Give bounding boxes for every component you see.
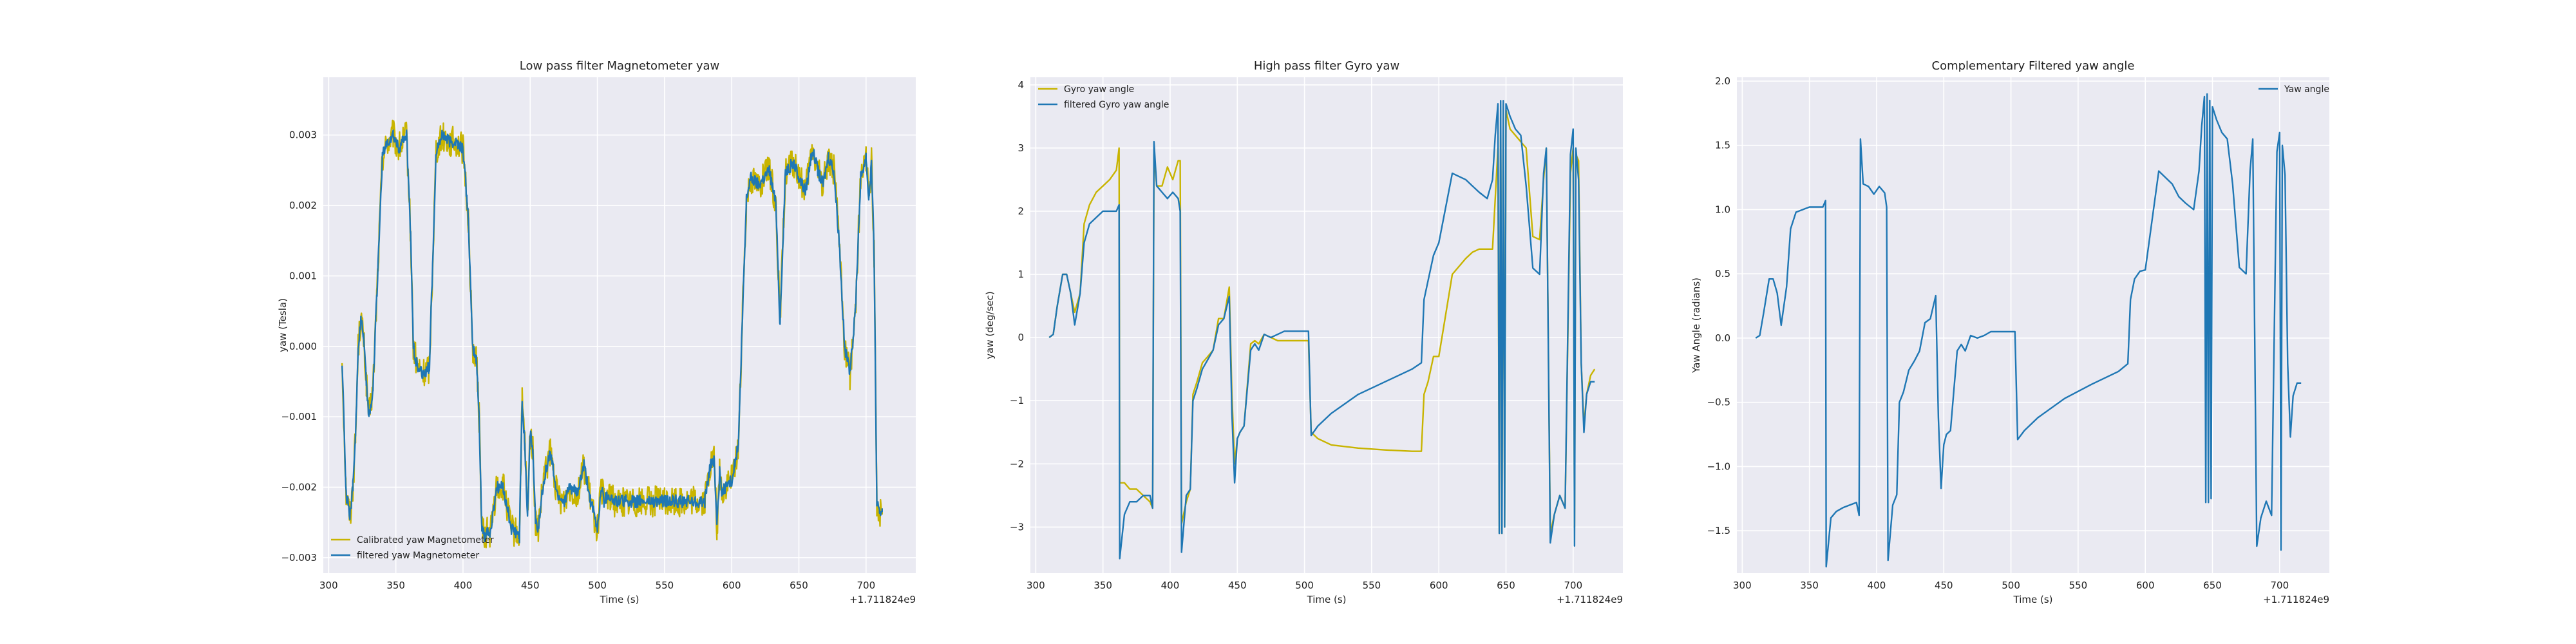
legend: Gyro yaw angle filtered Gyro yaw angle: [1038, 84, 1169, 110]
x-axis-label: Time (s): [1307, 594, 1347, 605]
y-tick-label: 0.000: [289, 341, 317, 352]
series-group: [341, 119, 884, 549]
x-tick-label: 450: [1935, 580, 1953, 591]
legend-label: filtered Gyro yaw angle: [1064, 100, 1169, 110]
legend: Yaw angle: [2259, 84, 2329, 95]
y-tick-label: 1.5: [1715, 140, 1730, 151]
series-line-1: [1755, 93, 2302, 568]
y-axis-label: yaw (Tesla): [277, 298, 289, 352]
y-tick-label: 2: [1018, 205, 1024, 217]
chart-panel-3: 300 350 400 450 500 550 600 650 700 −1.5 −1.0 −0.5 0…: [1690, 59, 2329, 605]
series-group: [1755, 93, 2302, 568]
x-tick-label: 650: [790, 580, 808, 591]
chart-title: Low pass filter Magnetometer yaw: [520, 59, 720, 73]
chart-panel-1: 300 350 400 450 500 550 600 650 700 −0.003 −0.002 −…: [277, 59, 916, 605]
x-tick-label: 300: [319, 580, 338, 591]
x-tick-label: 550: [1363, 580, 1381, 591]
x-tick-label: 550: [2069, 580, 2088, 591]
x-tick-label: 500: [588, 580, 607, 591]
x-tick-label: 650: [2203, 580, 2222, 591]
y-tick-label: −0.001: [281, 411, 317, 422]
series-group: [1048, 100, 1596, 560]
x-tick-label: 500: [1295, 580, 1314, 591]
y-tick-label: 2.0: [1715, 75, 1730, 87]
x-tick-label: 400: [454, 580, 473, 591]
x-tick-label: 350: [1094, 580, 1112, 591]
legend-label: Gyro yaw angle: [1064, 84, 1134, 95]
x-tick-label: 550: [656, 580, 674, 591]
y-tick-label: −0.002: [281, 482, 317, 493]
legend-label: Yaw angle: [2284, 84, 2329, 95]
legend-label: filtered yaw Magnetometer: [357, 551, 479, 561]
x-tick-label: 700: [1564, 580, 1582, 591]
x-tick-label: 650: [1497, 580, 1515, 591]
x-tick-label: 350: [386, 580, 405, 591]
y-tick-label: 3: [1018, 142, 1024, 154]
y-tick-label: −1: [1010, 395, 1024, 406]
y-tick-label: 1: [1018, 269, 1024, 280]
chart-title: Complementary Filtered yaw angle: [1932, 59, 2135, 73]
x-tick-label: 300: [1733, 580, 1752, 591]
x-tick-label: 450: [1228, 580, 1247, 591]
x-tick-label: 600: [1430, 580, 1448, 591]
y-tick-label: −0.003: [281, 552, 317, 564]
x-tick-label: 600: [2136, 580, 2155, 591]
y-tick-label: −1.5: [1707, 525, 1730, 536]
y-tick-label: 0.0: [1715, 332, 1730, 344]
legend: Calibrated yaw Magnetometer filtered yaw …: [331, 535, 494, 561]
x-tick-label: 500: [2002, 580, 2020, 591]
x-tick-label: 450: [521, 580, 540, 591]
x-tick-label: 350: [1800, 580, 1819, 591]
y-axis-label: yaw (deg/sec): [984, 291, 996, 359]
x-offset-label: +1.711824e9: [1557, 594, 1623, 605]
y-tick-label: 0.001: [289, 270, 317, 281]
x-tick-label: 300: [1027, 580, 1045, 591]
x-tick-label: 400: [1868, 580, 1886, 591]
y-tick-label: −3: [1010, 521, 1024, 533]
series-line-2: [1048, 100, 1595, 560]
y-tick-label: −0.5: [1707, 397, 1730, 408]
y-tick-label: 4: [1018, 79, 1024, 91]
y-tick-label: −1.0: [1707, 460, 1730, 472]
chart-panel-2: 300 350 400 450 500 550 600 650 700 −3 −2 −1 0 1 2 3 4 Hi…: [984, 59, 1623, 605]
y-tick-label: 0: [1018, 332, 1024, 343]
y-axis-label: Yaw Angle (radians): [1690, 278, 1702, 374]
y-tick-label: −2: [1010, 458, 1024, 469]
x-tick-label: 700: [2270, 580, 2289, 591]
x-axis-label: Time (s): [600, 594, 639, 605]
x-tick-label: 400: [1161, 580, 1180, 591]
y-tick-label: 0.002: [289, 200, 317, 211]
x-axis-label: Time (s): [2013, 594, 2053, 605]
y-tick-label: 0.003: [289, 129, 317, 141]
x-offset-label: +1.711824e9: [849, 594, 916, 605]
plot-area: [1737, 77, 2329, 573]
series-line-1: [1048, 102, 1596, 535]
legend-label: Calibrated yaw Magnetometer: [357, 535, 494, 545]
x-tick-label: 600: [723, 580, 741, 591]
chart-title: High pass filter Gyro yaw: [1254, 59, 1399, 73]
x-offset-label: +1.711824e9: [2263, 594, 2329, 605]
y-tick-label: 0.5: [1715, 268, 1730, 279]
y-tick-label: 1.0: [1715, 204, 1730, 215]
series-line-2: [341, 129, 884, 544]
x-tick-label: 700: [857, 580, 875, 591]
